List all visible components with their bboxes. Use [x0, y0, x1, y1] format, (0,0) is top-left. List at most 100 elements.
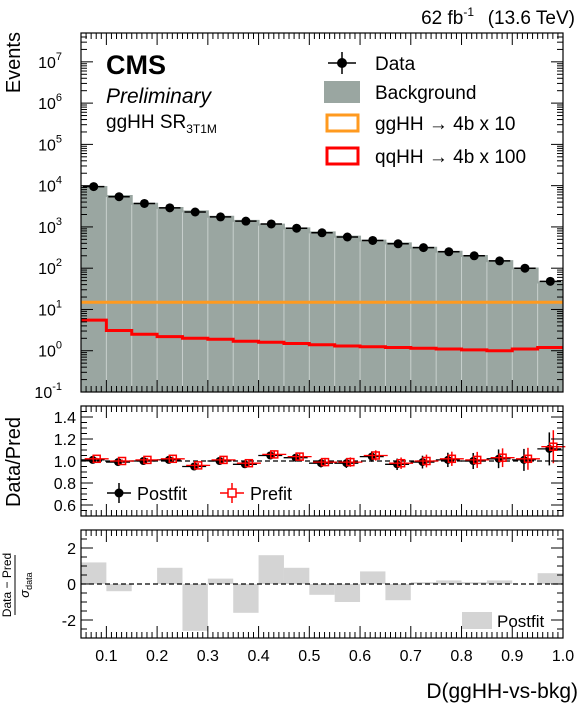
y-tick-label: 0 [67, 577, 76, 594]
pull-bar [537, 573, 563, 584]
background-bar [207, 216, 234, 392]
energy-label: (13.6 TeV) [488, 8, 575, 29]
legend-signal-swatch [325, 146, 360, 166]
pull-bar [436, 580, 462, 584]
prefit-marker [143, 455, 152, 465]
data-point [139, 198, 149, 208]
background-bar [461, 255, 487, 392]
prefit-marker [549, 442, 558, 451]
prefit-marker [498, 453, 507, 462]
legend-label: Postfit [497, 612, 545, 631]
legend-prefit-marker [227, 488, 237, 498]
prefit-marker [244, 458, 254, 468]
prefit-marker [168, 454, 178, 464]
y-tick-label: 103 [38, 216, 62, 237]
background-bar [360, 240, 386, 392]
prefit-marker [422, 456, 431, 466]
legend-data-marker [337, 58, 347, 68]
legend-signal-swatch [325, 113, 360, 133]
pull-bar [157, 567, 183, 584]
qqhh-signal-line [81, 318, 563, 353]
background-bar [486, 261, 513, 392]
background-bar [157, 207, 183, 392]
legend-label: Prefit [250, 484, 292, 504]
background-bar [106, 196, 132, 392]
background-bar [334, 236, 361, 392]
panel-frame [80, 529, 564, 639]
prefit-marker [447, 454, 457, 464]
legend-postfit-swatch [462, 612, 492, 629]
panel-frame [80, 32, 564, 393]
data-point [469, 251, 479, 261]
prefit-marker [396, 458, 406, 468]
y-tick-label: 1.0 [54, 454, 76, 471]
prefit-marker [270, 450, 279, 459]
legend-label: Postfit [137, 484, 187, 504]
y-tick-label: 105 [38, 133, 62, 154]
data-point [216, 212, 226, 222]
y-tick-label: 102 [38, 257, 62, 278]
ratio-ylabel: Data/Pred [3, 417, 25, 507]
data-point [444, 247, 454, 257]
ratio-legend: Postfit Prefit [107, 483, 292, 504]
prefit-marker [219, 455, 228, 465]
prefit-marker [346, 457, 355, 467]
prefit-marker [193, 461, 203, 470]
x-tick-label: 0.8 [450, 648, 472, 665]
data-point [266, 219, 276, 229]
background-bar [385, 243, 411, 392]
data-point [114, 192, 124, 202]
data-point [418, 243, 428, 253]
background-bar [283, 228, 310, 392]
y-tick-label: 10-1 [34, 381, 62, 402]
background-bar [309, 232, 335, 392]
region-label: ggHH SR3T1M [106, 112, 217, 136]
prefit-marker [371, 451, 380, 460]
pull-ylabel: Data − Pred σdata [0, 553, 34, 617]
pull-bar [258, 555, 284, 584]
x-tick-label: 0.9 [501, 648, 523, 665]
y-tick-label: 107 [38, 51, 62, 72]
background-bar [131, 203, 158, 392]
legend-label: qqHH → 4b x 100 [375, 147, 526, 168]
y-tick-label: 0.6 [54, 498, 76, 515]
background-bar [233, 220, 259, 392]
prefit-marker [472, 455, 482, 465]
data-point [241, 216, 251, 226]
ratio-panel: 0.6 0.8 1.0 1.2 1.4 Postfit Prefit [54, 405, 566, 517]
data-point [165, 203, 175, 213]
status-label: Preliminary [106, 85, 213, 108]
x-tick-label: 0.3 [197, 648, 219, 665]
pull-bar [106, 584, 132, 592]
pull-bar [461, 582, 487, 584]
y-tick-label: 0.8 [54, 476, 76, 493]
prefit-marker [92, 454, 101, 464]
prefit-marker [117, 456, 127, 466]
main-legend: Data Background ggHH → 4b x 10 qqHH → 4b x … [324, 52, 526, 168]
data-point [317, 228, 327, 238]
y-tick-label: 2 [67, 541, 76, 558]
pull-bar [486, 580, 513, 584]
y-tick-label: 1.2 [54, 432, 76, 449]
pull-bar [360, 571, 386, 584]
x-tick-label: 0.5 [298, 648, 320, 665]
pull-legend: Postfit [462, 612, 545, 631]
pull-bar [233, 584, 259, 613]
y-tick-label: 100 [38, 340, 62, 361]
data-point [368, 235, 378, 245]
legend-label: Data [375, 54, 416, 75]
y-tick-label: 106 [38, 92, 62, 113]
data-point [292, 223, 302, 233]
data-point [342, 232, 352, 242]
background-bar [512, 268, 538, 392]
pull-bar [385, 584, 411, 601]
data-point [495, 256, 505, 266]
pull-panel: -2 0 2 0.1 0.2 0.3 0.4 0.5 0.6 0.7 0.8 0.9 1.0 Postfi… [62, 529, 574, 665]
pull-ylabel-denominator: σdata [17, 572, 34, 597]
legend-postfit-marker [114, 488, 124, 498]
x-tick-label: 0.6 [349, 648, 371, 665]
pull-bar [182, 584, 208, 631]
data-point [393, 239, 403, 249]
y-tick-label: 101 [38, 298, 62, 319]
pull-bar [207, 578, 234, 584]
